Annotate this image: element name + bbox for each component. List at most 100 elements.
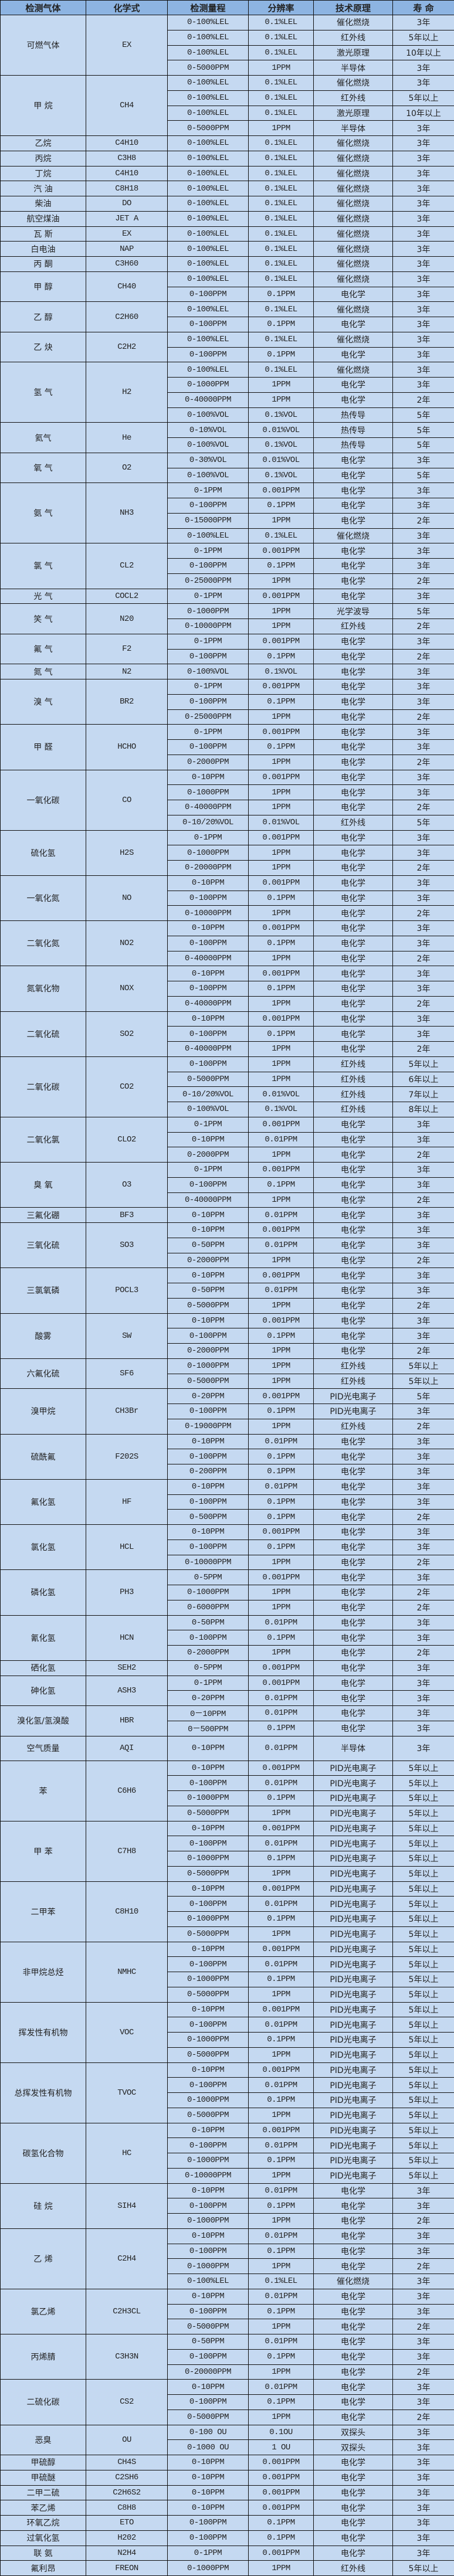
gas-name-cell: 苯 bbox=[0, 1760, 86, 1821]
table-row: 0-5000PPM 1PPM PID光电离子 5年以上 bbox=[1, 1865, 454, 1882]
range-cell: 0-15000PPM bbox=[167, 512, 249, 529]
principle-cell: 红外线 bbox=[313, 90, 393, 106]
range-cell: 0-5000PPM bbox=[167, 120, 249, 136]
lifetime-cell: 3年 bbox=[392, 543, 454, 559]
lifetime-cell: 3年 bbox=[392, 196, 454, 212]
resolution-cell: 0.1PPM bbox=[248, 2349, 314, 2365]
lifetime-cell: 3年 bbox=[392, 1313, 454, 1329]
resolution-cell: 0.001PPM bbox=[248, 633, 314, 650]
range-cell: 0-5000PPM bbox=[167, 2409, 249, 2425]
table-row: 甲硫醇 CH4S 0-10PPM 0.001PPM 电化学 3年 bbox=[0, 2455, 454, 2470]
resolution-cell: 1PPM bbox=[248, 1297, 314, 1314]
range-cell: 0-100PPM bbox=[167, 2137, 249, 2153]
gas-name-cell: 甲硫醇 bbox=[0, 2455, 86, 2470]
gas-name-cell: 硒化氢 bbox=[0, 1660, 86, 1676]
formula-cell: BF3 bbox=[86, 1207, 168, 1223]
range-cell: 0-1000PPM bbox=[167, 1851, 249, 1867]
range-cell: 0-40000PPM bbox=[167, 950, 249, 967]
range-cell: 0-1000 OU bbox=[167, 2439, 249, 2455]
formula-cell: C7H8 bbox=[86, 1820, 168, 1882]
range-cell: 0-10000PPM bbox=[167, 618, 249, 634]
lifetime-cell: 5年 bbox=[392, 467, 454, 484]
range-cell: 0-40000PPM bbox=[167, 995, 249, 1012]
lifetime-cell: 3年 bbox=[392, 830, 454, 846]
principle-cell: 电化学 bbox=[313, 1267, 393, 1283]
range-cell: 0-100PPM bbox=[167, 2530, 249, 2546]
formula-cell: NO bbox=[86, 875, 168, 922]
resolution-cell: 0.01%VOL bbox=[248, 452, 314, 468]
resolution-cell: 0.1PPM bbox=[248, 1177, 314, 1193]
formula-cell: NMHC bbox=[86, 1941, 168, 2003]
resolution-cell: 0.001PPM bbox=[248, 2500, 314, 2516]
resolution-cell: 0.001PPM bbox=[248, 2062, 314, 2078]
lifetime-cell: 3年 bbox=[392, 2334, 454, 2350]
table-row: 硫化氢 H2S 0-1PPM 0.001PPM 电化学 3年 bbox=[0, 830, 454, 876]
table-row: 0-2000PPM 1PPM 电化学 2年 bbox=[1, 1147, 454, 1163]
principle-cell: 催化燃烧 bbox=[313, 165, 393, 182]
resolution-cell: 1PPM bbox=[248, 1599, 314, 1616]
formula-cell: HCHO bbox=[86, 724, 168, 770]
table-row: 氯化氢 HCL 0-10PPM 0.001PPM 电化学 3年 bbox=[0, 1524, 454, 1571]
resolution-cell: 0.1%LEL bbox=[248, 15, 314, 30]
principle-cell: 电化学 bbox=[313, 1011, 393, 1027]
principle-cell: 电化学 bbox=[313, 1116, 393, 1133]
principle-cell: 电化学 bbox=[313, 2319, 393, 2334]
lifetime-cell: 5年以上 bbox=[392, 1956, 454, 1972]
range-cell: 0-1PPM bbox=[167, 2545, 249, 2561]
table-row: 可燃气体 EX 0-100%LEL 0.1%LEL 催化燃烧 3年 bbox=[0, 15, 454, 76]
principle-cell: 红外线 bbox=[313, 618, 393, 634]
range-cell: 0-100%LEL bbox=[167, 75, 249, 91]
resolution-cell: 1PPM bbox=[248, 1056, 314, 1072]
range-cell: 0-100%LEL bbox=[167, 165, 249, 182]
range-cell: 0-10PPM bbox=[167, 966, 249, 981]
range-cell: 0-1PPM bbox=[167, 679, 249, 695]
principle-cell: 催化燃烧 bbox=[313, 528, 393, 544]
table-row: 0-5000PPM 1PPM 红外线 6年以上 bbox=[1, 1071, 454, 1088]
gas-name-cell: 氦气 bbox=[0, 422, 86, 453]
principle-cell: 电化学 bbox=[313, 573, 393, 589]
range-cell: 0-100%LEL bbox=[167, 135, 249, 151]
principle-cell: 电化学 bbox=[313, 754, 393, 770]
principle-cell: PID光电离子 bbox=[313, 1986, 393, 2003]
principle-cell: PID光电离子 bbox=[313, 1836, 393, 1851]
range-cell: 0-100%LEL bbox=[167, 45, 249, 61]
table-row: 0-25000PPM 1PPM 电化学 2年 bbox=[1, 709, 454, 725]
range-cell: 0-100PPM bbox=[167, 317, 249, 332]
table-row: 臭 氧 O3 0-1PPM 0.001PPM 电化学 3年 bbox=[0, 1161, 454, 1208]
formula-cell: CO2 bbox=[86, 1056, 168, 1117]
lifetime-cell: 5年以上 bbox=[392, 1896, 454, 1912]
resolution-cell: 0.001PPM bbox=[248, 1011, 314, 1027]
gas-name-cell: 乙烷 bbox=[0, 135, 86, 151]
table-row: 0-5000PPM 1PPM 红外线 5年以上 bbox=[1, 1373, 454, 1389]
range-cell: 0-100PPM bbox=[167, 935, 249, 951]
table-row: 光 气 COCL2 0-1PPM 0.001PPM 电化学 3年 bbox=[0, 588, 454, 604]
resolution-cell: 0.1%LEL bbox=[248, 210, 314, 227]
lifetime-cell: 3年 bbox=[392, 2349, 454, 2365]
lifetime-cell: 3年 bbox=[392, 2243, 454, 2259]
principle-cell: 催化燃烧 bbox=[313, 271, 393, 287]
principle-cell: 电化学 bbox=[313, 1131, 393, 1148]
formula-cell: VOC bbox=[86, 2001, 168, 2063]
principle-cell: 催化燃烧 bbox=[313, 181, 393, 196]
lifetime-cell: 3年 bbox=[392, 256, 454, 272]
table-row: 0-200PPM 0.1PPM 电化学 3年 bbox=[1, 1464, 454, 1480]
range-cell: 0-10PPM bbox=[167, 1881, 249, 1897]
resolution-cell: 1PPM bbox=[248, 2560, 314, 2576]
lifetime-cell: 3年 bbox=[392, 2183, 454, 2199]
formula-cell: FREON bbox=[86, 2560, 168, 2576]
resolution-cell: 1PPM bbox=[248, 1071, 314, 1088]
lifetime-cell: 3年 bbox=[392, 2515, 454, 2531]
range-cell: 0-100%LEL bbox=[167, 105, 249, 121]
gas-name-cell: 氧 气 bbox=[0, 452, 86, 484]
resolution-cell: 0.01PPM bbox=[248, 2288, 314, 2305]
gas-name-cell: 氟化氢 bbox=[0, 1479, 86, 1525]
range-cell: 0-1000PPM bbox=[167, 2213, 249, 2229]
resolution-cell: 0.1%LEL bbox=[248, 301, 314, 317]
principle-cell: 电化学 bbox=[313, 2409, 393, 2425]
principle-cell: 电化学 bbox=[313, 588, 393, 604]
range-cell: 0-5000PPM bbox=[167, 60, 249, 76]
principle-cell: 电化学 bbox=[313, 1147, 393, 1163]
principle-cell: 双探头 bbox=[313, 2424, 393, 2441]
formula-cell: NAP bbox=[86, 241, 168, 257]
